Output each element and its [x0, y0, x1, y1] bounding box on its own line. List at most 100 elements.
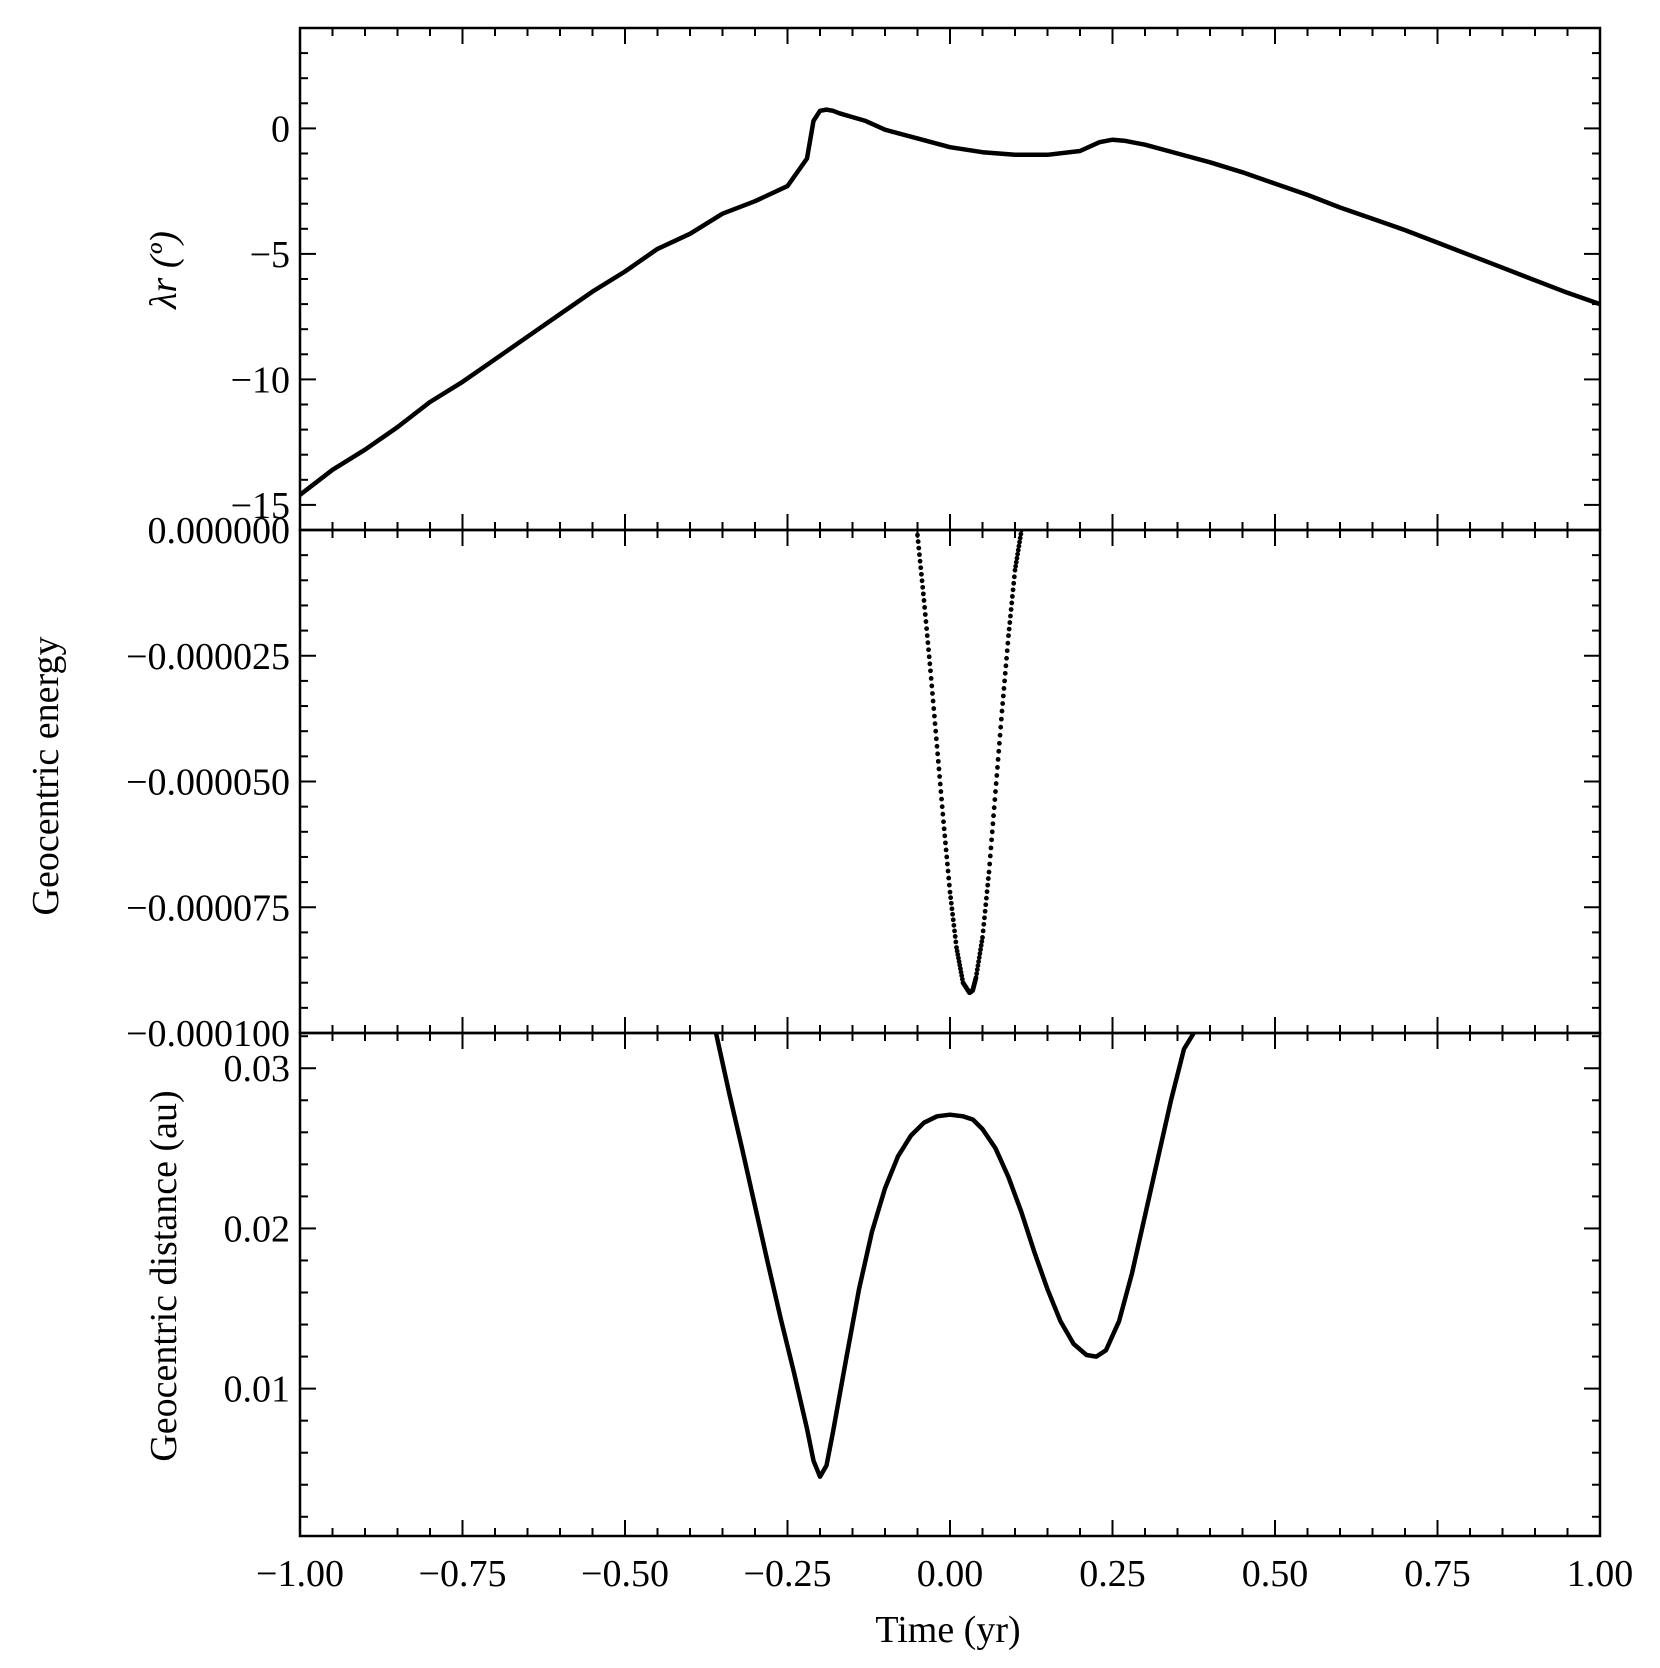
data-point: [991, 813, 996, 819]
data-point: [1018, 531, 1024, 537]
data-point: [978, 947, 983, 952]
series-line-longitude: [300, 107, 1600, 498]
data-point: [976, 955, 982, 960]
data-point: [925, 640, 931, 646]
data-point: [980, 928, 986, 934]
data-point: [931, 706, 937, 711]
data-point: [939, 796, 944, 802]
data-point: [987, 853, 993, 859]
data-point: [1006, 633, 1011, 639]
data-point: [984, 889, 990, 895]
data-point: [1008, 607, 1014, 612]
data-point: [924, 633, 930, 639]
data-point: [980, 935, 985, 940]
data-point: [937, 774, 942, 779]
data-point: [952, 928, 957, 934]
y-tick-label-distance: 0.01: [224, 1369, 291, 1411]
data-point: [1012, 567, 1018, 573]
data-point: [974, 971, 980, 977]
data-point: [924, 626, 929, 631]
data-point: [932, 721, 938, 727]
data-point: [1014, 555, 1020, 561]
y-tick-label-longitude: −10: [231, 359, 290, 401]
data-point: [935, 758, 941, 764]
data-point: [1003, 663, 1009, 669]
data-point: [993, 789, 998, 794]
data-point: [943, 847, 949, 853]
data-point: [985, 882, 991, 888]
data-point: [933, 728, 939, 734]
x-tick-label: −0.25: [744, 1553, 832, 1595]
data-point: [977, 951, 983, 956]
data-point: [947, 889, 953, 895]
data-point: [1017, 539, 1022, 545]
plot-frame-distance: [298, 1031, 1602, 1538]
data-point: [988, 845, 994, 851]
data-point: [982, 908, 988, 914]
x-tick-label: −0.50: [581, 1553, 669, 1595]
y-tick-label-energy: −0.000050: [126, 762, 290, 804]
data-point: [951, 922, 957, 928]
data-point: [928, 668, 933, 674]
data-point: [995, 765, 1000, 770]
data-point: [1011, 580, 1017, 586]
data-point: [1001, 686, 1007, 691]
data-point: [934, 743, 940, 749]
data-point: [1000, 693, 1006, 699]
data-point: [1013, 559, 1019, 565]
data-point: [946, 882, 952, 888]
data-point: [917, 552, 922, 558]
data-point: [938, 789, 944, 794]
data-point: [930, 698, 936, 704]
data-point: [953, 939, 959, 945]
data-point: [928, 675, 934, 681]
series-points-energy: [915, 530, 1024, 996]
data-point: [985, 876, 991, 881]
data-point: [1010, 587, 1016, 593]
data-point: [1002, 670, 1008, 676]
x-tick-label: 0.50: [1242, 1553, 1309, 1595]
data-point: [1011, 574, 1017, 580]
data-point: [950, 911, 955, 917]
x-tick-label: 0.00: [917, 1553, 984, 1595]
data-point: [918, 565, 924, 571]
data-point: [989, 837, 994, 843]
data-point: [952, 934, 958, 939]
data-point: [1007, 620, 1013, 625]
data-point: [982, 915, 987, 921]
x-axis-label: Time (yr): [875, 1609, 1020, 1651]
data-point: [943, 840, 948, 846]
y-axis-label-longitude: λr (º): [143, 231, 185, 310]
data-point: [1009, 600, 1015, 606]
y-tick-label-energy: −0.000075: [126, 887, 290, 929]
y-tick-label-longitude: −5: [250, 234, 290, 276]
y-tick-label-distance: 0.02: [224, 1208, 291, 1250]
x-tick-label: 0.25: [1079, 1553, 1146, 1595]
x-tick-label: 0.75: [1404, 1553, 1471, 1595]
data-point: [996, 748, 1002, 754]
data-point: [950, 917, 956, 923]
panel-longitude: 0 −5 −10 −15 λr (º): [143, 26, 1602, 532]
data-point: [919, 571, 924, 577]
y-tick-label-energy: 0.000000: [148, 510, 291, 552]
data-point: [935, 751, 941, 757]
data-point: [940, 811, 946, 817]
panel-distance: 0.03 0.02 0.01 −1.00 −0.75 −0.50 −0.25 0.00 0.25…: [143, 1031, 1633, 1651]
data-point: [945, 868, 951, 874]
data-point: [976, 959, 981, 964]
data-point: [1004, 655, 1009, 661]
data-point: [921, 598, 927, 603]
data-point: [989, 829, 995, 835]
y-tick-label-energy: −0.000025: [126, 636, 290, 678]
data-point: [999, 708, 1005, 714]
y-tick-label-longitude: 0: [271, 108, 290, 150]
x-tick-label: −0.75: [419, 1553, 507, 1595]
data-point: [944, 854, 950, 860]
data-point: [945, 861, 950, 867]
data-point: [919, 578, 925, 584]
data-point: [983, 902, 989, 908]
data-point: [937, 781, 943, 787]
data-point: [948, 895, 954, 901]
data-point: [922, 612, 928, 617]
data-point: [926, 647, 931, 653]
